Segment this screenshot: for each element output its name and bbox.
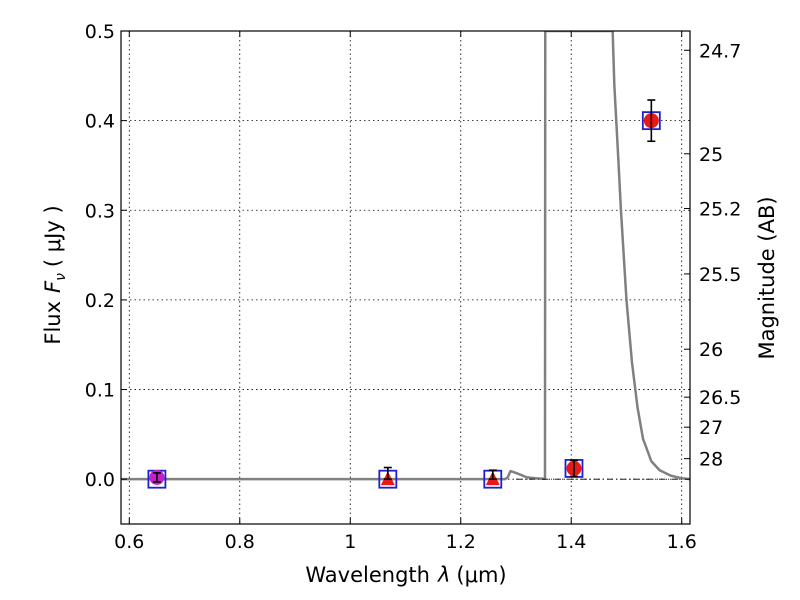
x-tick-label: 1.4 — [556, 531, 586, 553]
y-tick-label: 0.1 — [85, 380, 115, 402]
y2-tick-label: 25.2 — [699, 198, 741, 220]
x-tick-label: 1.6 — [667, 531, 697, 553]
y2-tick-label: 28 — [699, 449, 723, 471]
x-tick-label: 1.2 — [446, 531, 476, 553]
x-tick-label: 1 — [344, 531, 356, 553]
y-tick-label: 0.2 — [85, 290, 115, 312]
y-axis-label: FluxFν( μJy ) — [41, 205, 69, 344]
y2-tick-label: 26.5 — [699, 387, 741, 409]
plot-area — [121, 31, 690, 489]
x-tick-label: 0.8 — [225, 531, 255, 553]
y-tick-label: 0.5 — [85, 21, 115, 43]
y2-axis-label: Magnitude (AB) — [755, 196, 779, 359]
x-axis-label: Wavelength λ (μm) — [305, 563, 506, 587]
y2-tick-label: 25.5 — [699, 264, 741, 286]
model-spectrum-line — [121, 31, 690, 481]
y2-tick-label: 25 — [699, 144, 723, 166]
y2-tick-label: 24.7 — [699, 40, 741, 62]
grid-lines — [121, 30, 690, 524]
y2-tick-label: 27 — [699, 417, 723, 439]
plot-frame — [120, 30, 691, 525]
y-tick-label: 0.3 — [85, 200, 115, 222]
axes: 0.6 0.8 1 1.2 1.4 1.6 0.0 0.1 0.2 0.3 0.4 0.5 24.7 25… — [85, 21, 742, 553]
y-tick-label: 0.0 — [85, 469, 115, 491]
y2-tick-label: 26 — [699, 339, 723, 361]
y-tick-label: 0.4 — [85, 111, 115, 133]
x-tick-label: 0.6 — [114, 531, 144, 553]
